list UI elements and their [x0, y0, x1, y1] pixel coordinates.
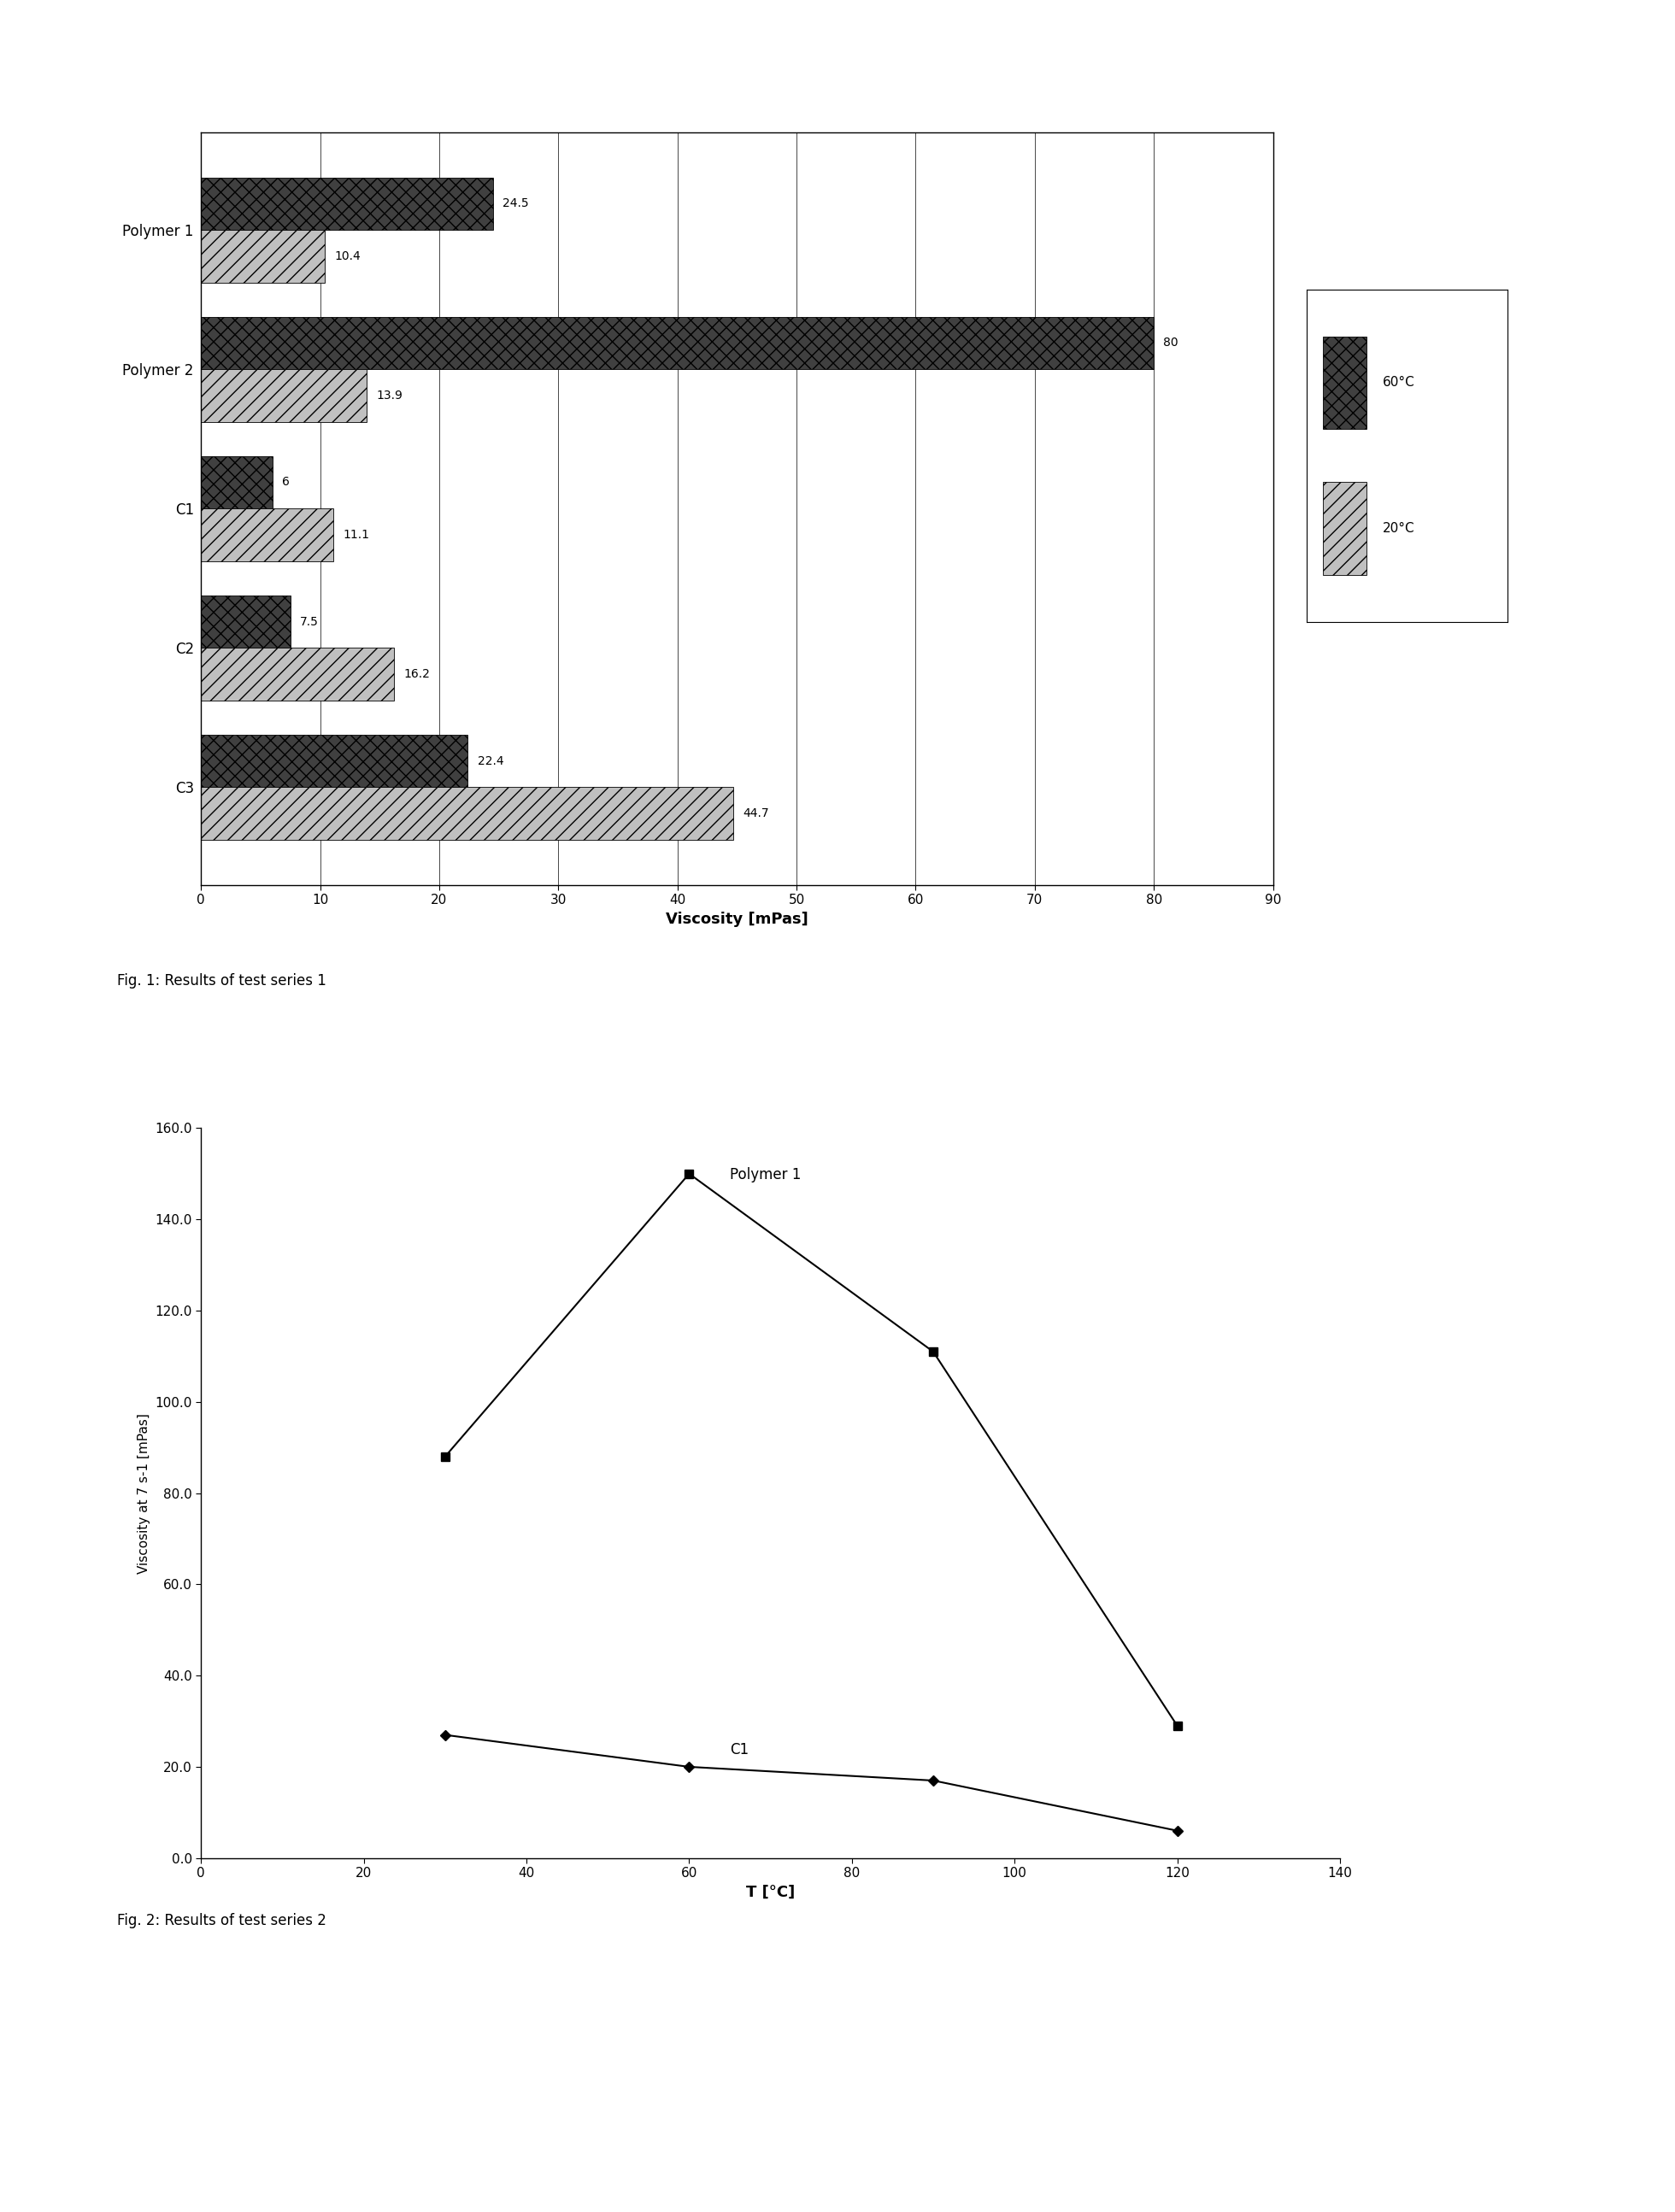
Text: Polymer 1: Polymer 1: [730, 1168, 801, 1183]
Text: 16.2: 16.2: [404, 668, 430, 681]
Bar: [1323, 482, 1367, 575]
Text: 22.4: 22.4: [477, 754, 504, 768]
Bar: [201, 734, 467, 787]
Text: 11.1: 11.1: [343, 529, 368, 542]
Text: 24.5: 24.5: [502, 197, 529, 210]
Bar: [201, 648, 394, 701]
Text: 7.5: 7.5: [300, 615, 318, 628]
X-axis label: Viscosity [mPas]: Viscosity [mPas]: [665, 911, 809, 927]
Text: 60°C: 60°C: [1384, 376, 1415, 389]
Text: 80: 80: [1164, 336, 1179, 349]
Bar: [201, 456, 273, 509]
Bar: [201, 230, 325, 283]
Bar: [201, 177, 492, 230]
Text: C1: C1: [730, 1743, 749, 1759]
Text: 10.4: 10.4: [335, 250, 360, 263]
Bar: [201, 369, 367, 422]
Bar: [201, 316, 1154, 369]
Bar: [201, 595, 290, 648]
Text: Fig. 2: Results of test series 2: Fig. 2: Results of test series 2: [117, 1913, 327, 1929]
Text: Fig. 1: Results of test series 1: Fig. 1: Results of test series 1: [117, 973, 327, 989]
Bar: [1323, 336, 1367, 429]
X-axis label: T [°C]: T [°C]: [745, 1885, 796, 1900]
Text: 20°C: 20°C: [1384, 522, 1415, 535]
Bar: [201, 787, 734, 841]
Y-axis label: Viscosity at 7 s-1 [mPas]: Viscosity at 7 s-1 [mPas]: [137, 1413, 151, 1573]
Text: 44.7: 44.7: [744, 807, 769, 821]
Bar: [201, 509, 333, 562]
Text: 13.9: 13.9: [377, 389, 402, 403]
Text: 6: 6: [281, 476, 290, 489]
